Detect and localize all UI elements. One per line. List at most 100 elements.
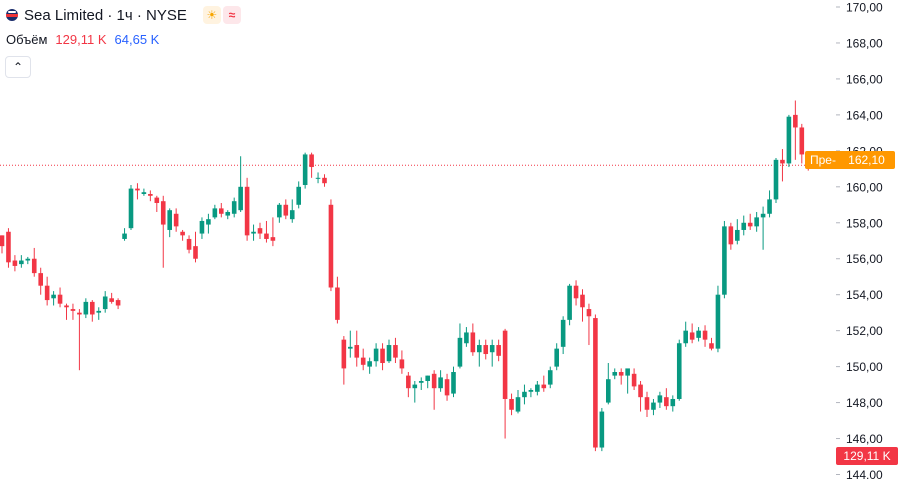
candle-body	[70, 309, 76, 311]
candle-body	[199, 220, 205, 234]
candle-body	[315, 177, 321, 179]
candle-body	[122, 233, 127, 239]
candle-body	[412, 384, 418, 389]
candle-body	[406, 375, 411, 389]
candle-body	[483, 345, 489, 355]
candle-body	[38, 273, 43, 286]
chart-header: Sea Limited · 1ч · NYSE ☀ ≈	[6, 6, 241, 24]
candle-body	[64, 305, 69, 308]
candle-body	[90, 301, 95, 315]
candle-body	[160, 201, 166, 225]
candle-body	[264, 233, 269, 239]
collapse-legend-button[interactable]: ⌃	[5, 56, 31, 78]
candle-body	[515, 397, 521, 412]
candle-body	[219, 208, 224, 214]
candle-body	[31, 258, 37, 274]
y-tick-label: 152,00	[846, 324, 883, 338]
candle-body	[296, 186, 301, 205]
sun-icon[interactable]: ☀	[202, 6, 221, 24]
candle-body	[606, 379, 611, 403]
candle-body	[722, 226, 727, 295]
candle-body	[128, 188, 134, 229]
candle-body	[793, 114, 798, 128]
y-tick-label: 170,00	[846, 1, 883, 15]
symbol-title[interactable]: Sea Limited · 1ч · NYSE	[24, 6, 187, 24]
candle-body	[696, 330, 701, 338]
candle-body	[367, 361, 372, 367]
candle-body	[102, 296, 108, 310]
candle-body	[328, 204, 334, 288]
current-price-value: 162,10	[848, 153, 885, 168]
candle-body	[154, 197, 160, 203]
candle-body	[238, 186, 243, 211]
candle-body	[399, 359, 405, 369]
candle-body	[438, 377, 443, 389]
y-tick-label: 148,00	[846, 396, 883, 410]
candle-body	[322, 177, 327, 184]
candle-body	[664, 397, 669, 407]
candle-body	[747, 222, 753, 227]
premarket-label: Пре-	[810, 153, 836, 168]
candle-body	[780, 159, 785, 164]
candle-body	[689, 332, 695, 340]
candle-body	[0, 235, 5, 247]
candle-body	[786, 116, 792, 164]
volume-label: Объём	[6, 32, 48, 47]
candle-body	[135, 188, 140, 191]
volume-tag-value: 129,11 K	[843, 449, 891, 463]
candle-body	[767, 199, 772, 214]
candle-body	[567, 285, 572, 320]
y-tick-label: 146,00	[846, 432, 883, 446]
candle-body	[741, 222, 747, 230]
candle-body	[206, 219, 211, 225]
candle-body	[754, 217, 759, 227]
candle-body	[225, 211, 231, 216]
candle-body	[509, 398, 514, 410]
y-tick-label: 150,00	[846, 360, 883, 374]
volume-value-1: 129,11 K	[55, 32, 107, 47]
y-tick-label: 166,00	[846, 72, 883, 86]
candle-body	[257, 228, 263, 234]
candle-body	[502, 330, 508, 399]
candle-body	[115, 300, 121, 306]
candle-body	[231, 201, 237, 214]
candle-body	[418, 381, 424, 383]
candle-body	[612, 372, 618, 376]
candle-body	[141, 192, 147, 194]
candle-body	[244, 186, 250, 236]
candle-body	[341, 339, 347, 369]
volume-price-tag: 129,11 K	[836, 447, 898, 465]
candle-body	[535, 384, 540, 392]
candle-body	[457, 337, 463, 367]
candle-body	[425, 375, 430, 381]
candle-body	[380, 348, 385, 364]
candle-body	[451, 372, 456, 394]
candle-body	[180, 231, 185, 236]
candle-body	[547, 370, 553, 385]
candle-body	[541, 384, 547, 389]
candle-body	[83, 301, 89, 315]
candle-body	[186, 238, 192, 250]
candle-body	[560, 319, 566, 347]
candle-body	[644, 397, 650, 410]
candle-body	[354, 345, 360, 358]
candle-body	[631, 373, 637, 387]
candle-body	[386, 345, 392, 362]
candle-body	[522, 391, 527, 398]
candle-body	[618, 372, 624, 376]
y-tick-label: 144,00	[846, 468, 883, 479]
candle-body	[470, 332, 476, 353]
candle-body	[702, 330, 708, 340]
candle-body	[277, 204, 282, 218]
y-tick-label: 168,00	[846, 36, 883, 50]
candle-body	[489, 345, 495, 353]
wave-icon[interactable]: ≈	[222, 6, 241, 24]
candle-body	[335, 287, 340, 320]
premarket-label-tag: Пре-	[805, 151, 841, 170]
candle-body	[270, 237, 276, 241]
candle-body	[25, 258, 31, 261]
candle-body	[283, 204, 289, 216]
candle-body	[464, 332, 469, 344]
candle-body	[554, 348, 559, 367]
candle-body	[6, 231, 11, 263]
